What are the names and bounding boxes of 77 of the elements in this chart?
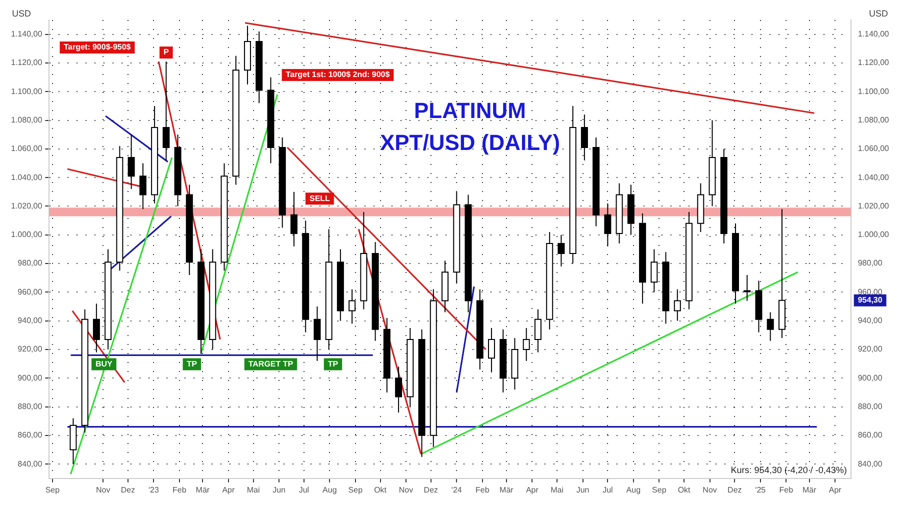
x-tick-label: Feb bbox=[172, 485, 187, 494]
y-tick-label: 1.020,00 bbox=[11, 201, 43, 210]
x-tick-label: '23 bbox=[148, 485, 160, 494]
x-tick-label: Jul bbox=[298, 485, 310, 494]
x-tick-label: Okt bbox=[374, 485, 388, 494]
text: PLATINUM bbox=[414, 98, 526, 124]
x-tick-label: Nov bbox=[702, 485, 717, 494]
x-tick-label: Mai bbox=[246, 485, 260, 494]
x-tick-label: Jun bbox=[272, 485, 286, 494]
y-tick-label: 1.120,00 bbox=[11, 58, 43, 68]
x-tick-label: Nov bbox=[96, 485, 110, 494]
y-tick-label: 880,00 bbox=[18, 402, 43, 411]
y2-tick-label: 1.080,00 bbox=[858, 115, 890, 124]
y-tick-label: 980,00 bbox=[18, 258, 43, 268]
x-tick-label: Sep bbox=[652, 485, 667, 494]
y2-tick-label: 900,00 bbox=[858, 373, 883, 382]
y-tick-label: 1.040,00 bbox=[11, 172, 43, 182]
x-tick-label: Nov bbox=[398, 485, 414, 494]
x-tick-label: Apr bbox=[828, 485, 842, 494]
y-tick-label: 1.140,00 bbox=[11, 30, 43, 39]
y2-tick-label: 860,00 bbox=[858, 430, 883, 440]
y-tick-label: 1.060,00 bbox=[11, 144, 43, 154]
y2-tick-label: 880,00 bbox=[858, 402, 883, 411]
y-tick-label: 1.100,00 bbox=[11, 86, 43, 96]
x-tick-label: Dez bbox=[424, 485, 438, 494]
annotation: P bbox=[163, 48, 170, 57]
y-tick-label: 840,00 bbox=[18, 459, 43, 468]
x-tick-label: Mär bbox=[196, 485, 210, 494]
y-tick-label: 1.000,00 bbox=[11, 230, 43, 240]
x-tick-label: Dez bbox=[120, 485, 136, 494]
y2-tick-label: 1.100,00 bbox=[858, 86, 890, 96]
text: XPT/USD (DAILY) bbox=[380, 130, 560, 156]
annotation: Target: 900$-950$ bbox=[64, 42, 132, 52]
x-tick-label: Feb bbox=[779, 485, 794, 494]
x-tick-label: Jul bbox=[602, 485, 614, 494]
y-tick-label: 960,00 bbox=[18, 287, 43, 296]
x-tick-label: Dez bbox=[728, 485, 742, 494]
y2-tick-label: 1.140,00 bbox=[858, 30, 890, 39]
y2-tick-label: 1.020,00 bbox=[858, 201, 890, 210]
x-tick-label: '24 bbox=[451, 485, 462, 494]
annotation: SELL bbox=[309, 194, 330, 203]
y2-tick-label: 920,00 bbox=[858, 344, 883, 354]
annotation: TP bbox=[328, 359, 339, 368]
x-tick-label: Feb bbox=[475, 485, 490, 494]
annotation: TP bbox=[186, 359, 198, 368]
annotation: Target 1st: 1000$ 2nd: 900$ bbox=[286, 70, 390, 80]
text: 954,30 bbox=[858, 296, 883, 305]
y2-tick-label: 1.040,00 bbox=[858, 172, 890, 182]
x-tick-label: Aug bbox=[626, 485, 641, 494]
annotation: Kurs: 954,30 (-4,20 / -0,43%) bbox=[730, 464, 847, 475]
y2-tick-label: 1.060,00 bbox=[858, 144, 890, 154]
y-tick-label: 860,00 bbox=[18, 430, 43, 440]
x-tick-label: Jun bbox=[576, 485, 590, 494]
y-tick-label: 920,00 bbox=[18, 344, 43, 354]
y-tick-label: 900,00 bbox=[18, 373, 43, 382]
x-tick-label: '25 bbox=[755, 485, 766, 494]
annotation: TARGET TP bbox=[248, 359, 294, 368]
y2-tick-label: 980,00 bbox=[858, 258, 883, 268]
y2-tick-label: 940,00 bbox=[858, 316, 883, 326]
y2-tick-label: 960,00 bbox=[858, 287, 883, 296]
y-tick-label: 1.080,00 bbox=[11, 115, 43, 124]
y2-tick-label: 1.120,00 bbox=[858, 58, 890, 68]
y-axis-title: USD bbox=[12, 8, 32, 18]
x-tick-label: Aug bbox=[322, 485, 337, 494]
x-tick-label: Sep bbox=[348, 485, 364, 494]
y2-tick-label: 840,00 bbox=[858, 459, 883, 468]
y2-tick-label: 1.000,00 bbox=[858, 230, 890, 240]
x-tick-label: Mai bbox=[550, 485, 564, 494]
x-tick-label: Apr bbox=[526, 485, 539, 494]
y-tick-label: 940,00 bbox=[18, 316, 43, 326]
annotation: BUY bbox=[95, 359, 114, 368]
x-tick-label: Mär bbox=[500, 485, 514, 494]
y2-axis-title: USD bbox=[868, 8, 888, 18]
x-tick-label: Mär bbox=[802, 485, 817, 494]
x-tick-label: Okt bbox=[678, 485, 692, 494]
x-tick-label: Sep bbox=[45, 485, 60, 494]
x-tick-label: Apr bbox=[222, 485, 235, 494]
